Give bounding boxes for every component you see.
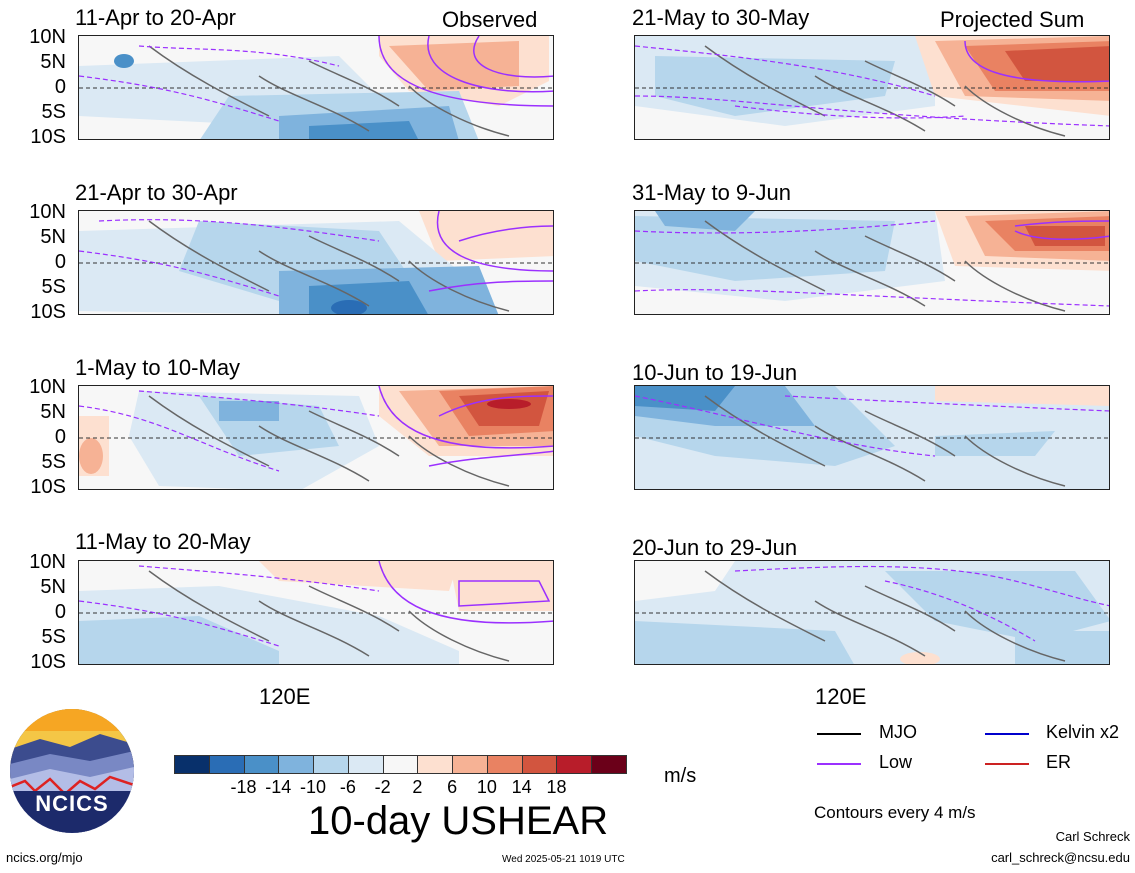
low-legend-label: Low xyxy=(879,752,913,772)
panel-title-1: 11-Apr to 20-Apr xyxy=(75,5,237,30)
colorbar-tick-label: -6 xyxy=(339,777,356,797)
colorbar-swatch xyxy=(243,755,280,774)
er-legend-line xyxy=(985,763,1029,765)
lat-label: 5N xyxy=(40,51,66,73)
contours-note: Contours every 4 m/s xyxy=(814,803,976,822)
colorbar-swatch xyxy=(417,755,454,774)
lat-label: 5N xyxy=(40,576,66,598)
lat-label: 10N xyxy=(29,26,66,48)
colorbar-swatch xyxy=(591,755,627,774)
map-panel-left-1 xyxy=(78,35,554,140)
colorbar-tick-label: -2 xyxy=(374,777,391,797)
colorbar-title: 10-day USHEAR xyxy=(308,799,609,843)
map-panel-right-4 xyxy=(634,560,1110,665)
observed-label: Observed xyxy=(442,7,538,32)
lat-label: 10S xyxy=(30,476,66,498)
panel-title-2: 21-Apr to 30-Apr xyxy=(75,180,238,205)
panel-title-6: 31-May to 9-Jun xyxy=(632,180,791,205)
colorbar-swatch xyxy=(313,755,349,774)
kelvin-legend-label: Kelvin x2 xyxy=(1046,722,1120,742)
map-panel-left-3 xyxy=(78,385,554,490)
lat-label: 10S xyxy=(30,301,66,323)
lat-label: 10N xyxy=(29,201,66,223)
colorbar xyxy=(174,755,627,774)
colorbar-swatch xyxy=(174,755,210,774)
lat-label: 5S xyxy=(41,276,66,298)
colorbar-tick-label: 6 xyxy=(447,777,458,797)
low-legend-line xyxy=(817,763,861,765)
lat-label: 5S xyxy=(41,101,66,123)
panel-title-8: 20-Jun to 29-Jun xyxy=(632,535,798,560)
site-link[interactable]: ncics.org/mjo xyxy=(6,850,83,865)
lat-label: 5N xyxy=(40,401,66,423)
lat-label: 0 xyxy=(54,251,66,273)
projected-label: Projected Sum xyxy=(940,7,1085,32)
colorbar-tick-label: -14 xyxy=(265,777,292,797)
colorbar-swatch xyxy=(556,755,593,774)
lon-label-left: 120E xyxy=(259,684,311,709)
lat-label: 0 xyxy=(54,601,66,623)
author: Carl Schreck xyxy=(1055,829,1130,844)
timestamp: Wed 2025-05-21 1019 UTC xyxy=(502,854,625,865)
colorbar-units: m/s xyxy=(664,765,697,787)
colorbar-tick-label: 10 xyxy=(476,777,497,797)
colorbar-swatch xyxy=(208,755,245,774)
author-email[interactable]: carl_schreck@ncsu.edu xyxy=(991,850,1130,865)
lat-label: 5S xyxy=(41,626,66,648)
er-legend-label: ER xyxy=(1046,752,1072,772)
lon-label-right: 120E xyxy=(815,684,867,709)
map-panel-right-1 xyxy=(634,35,1110,140)
panel-title-5: 21-May to 30-May xyxy=(632,5,810,30)
colorbar-swatch xyxy=(452,755,488,774)
lat-label: 10N xyxy=(29,376,66,398)
lat-label: 10S xyxy=(30,126,66,148)
map-panel-left-4 xyxy=(78,560,554,665)
lat-label: 0 xyxy=(54,426,66,448)
map-panel-left-2 xyxy=(78,210,554,315)
colorbar-swatch xyxy=(278,755,315,774)
panel-title-7: 10-Jun to 19-Jun xyxy=(632,360,798,385)
logo-text: NCICS xyxy=(35,791,109,816)
panel-title-4: 11-May to 20-May xyxy=(75,529,251,554)
colorbar-swatch xyxy=(486,755,523,774)
ncics-logo: NCICS xyxy=(10,709,134,833)
mjo-legend-line xyxy=(817,733,861,735)
colorbar-tick-label: 18 xyxy=(546,777,567,797)
colorbar-swatch xyxy=(521,755,558,774)
colorbar-tick-label: 14 xyxy=(511,777,532,797)
lat-label: 5N xyxy=(40,226,66,248)
kelvin-legend-line xyxy=(985,733,1029,735)
lat-label: 10S xyxy=(30,651,66,673)
mjo-legend-label: MJO xyxy=(879,722,917,742)
colorbar-tick-label: -10 xyxy=(300,777,327,797)
colorbar-swatch xyxy=(382,755,419,774)
map-panel-right-3 xyxy=(634,385,1110,490)
map-panel-right-2 xyxy=(634,210,1110,315)
lat-label: 0 xyxy=(54,76,66,98)
colorbar-swatch xyxy=(347,755,384,774)
lat-label: 10N xyxy=(29,551,66,573)
lat-label: 5S xyxy=(41,451,66,473)
colorbar-tick-label: -18 xyxy=(230,777,257,797)
colorbar-tick-label: 2 xyxy=(412,777,423,797)
panel-title-3: 1-May to 10-May xyxy=(75,355,241,380)
